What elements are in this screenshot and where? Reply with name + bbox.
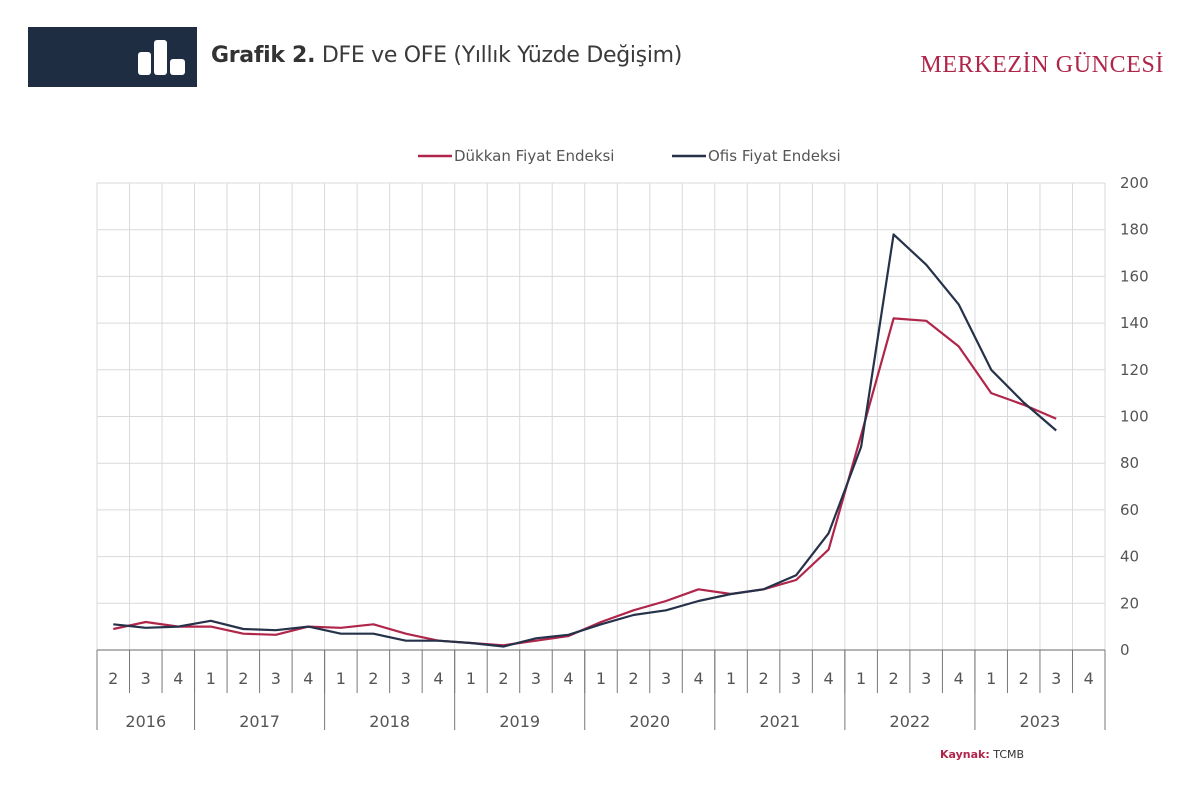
x-quarter-label: 1 bbox=[206, 669, 216, 688]
x-quarter-label: 4 bbox=[433, 669, 443, 688]
x-quarter-label: 3 bbox=[791, 669, 801, 688]
x-year-label: 2022 bbox=[890, 712, 931, 731]
y-tick-label: 160 bbox=[1120, 267, 1149, 285]
y-tick-label: 80 bbox=[1120, 454, 1139, 472]
x-quarter-label: 3 bbox=[1051, 669, 1061, 688]
source-label: Kaynak: bbox=[940, 748, 990, 761]
x-quarter-label: 4 bbox=[563, 669, 573, 688]
x-quarter-label: 2 bbox=[498, 669, 508, 688]
x-quarter-label: 4 bbox=[303, 669, 313, 688]
y-tick-label: 180 bbox=[1120, 221, 1149, 239]
y-tick-label: 20 bbox=[1120, 594, 1139, 612]
x-quarter-label: 3 bbox=[271, 669, 281, 688]
x-quarter-label: 2 bbox=[889, 669, 899, 688]
x-quarter-label: 3 bbox=[921, 669, 931, 688]
x-year-label: 2019 bbox=[499, 712, 540, 731]
x-quarter-label: 3 bbox=[661, 669, 671, 688]
y-tick-label: 140 bbox=[1120, 314, 1149, 332]
x-quarter-label: 2 bbox=[108, 669, 118, 688]
header-banner bbox=[28, 27, 197, 87]
x-quarter-label: 3 bbox=[141, 669, 151, 688]
x-quarter-label: 4 bbox=[693, 669, 703, 688]
bar-chart-icon bbox=[138, 40, 185, 75]
x-year-label: 2020 bbox=[629, 712, 670, 731]
source-value: TCMB bbox=[993, 748, 1025, 761]
x-year-label: 2016 bbox=[125, 712, 166, 731]
x-quarter-label: 1 bbox=[726, 669, 736, 688]
x-quarter-label: 1 bbox=[596, 669, 606, 688]
y-tick-label: 120 bbox=[1120, 361, 1149, 379]
source-note: Kaynak: TCMB bbox=[940, 748, 1024, 761]
x-year-label: 2018 bbox=[369, 712, 410, 731]
legend-label: Ofis Fiyat Endeksi bbox=[708, 147, 841, 165]
x-quarter-label: 3 bbox=[531, 669, 541, 688]
series-line-ofe bbox=[113, 233, 1057, 648]
x-year-label: 2023 bbox=[1020, 712, 1061, 731]
x-quarter-label: 4 bbox=[1084, 669, 1094, 688]
x-quarter-label: 2 bbox=[758, 669, 768, 688]
x-quarter-label: 2 bbox=[1019, 669, 1029, 688]
y-tick-label: 200 bbox=[1120, 174, 1149, 192]
x-year-label: 2021 bbox=[759, 712, 800, 731]
y-tick-label: 60 bbox=[1120, 501, 1139, 519]
chart-title: Grafik 2. DFE ve OFE (Yıllık Yüzde Değiş… bbox=[211, 43, 682, 68]
x-quarter-label: 4 bbox=[824, 669, 834, 688]
x-year-label: 2017 bbox=[239, 712, 280, 731]
chart-number: Grafik 2. bbox=[211, 43, 316, 68]
x-quarter-label: 1 bbox=[986, 669, 996, 688]
x-quarter-label: 2 bbox=[238, 669, 248, 688]
legend-label: Dükkan Fiyat Endeksi bbox=[454, 147, 614, 165]
x-quarter-label: 1 bbox=[466, 669, 476, 688]
x-quarter-label: 3 bbox=[401, 669, 411, 688]
x-quarter-label: 2 bbox=[368, 669, 378, 688]
chart-title-text: DFE ve OFE (Yıllık Yüzde Değişim) bbox=[315, 43, 683, 68]
y-tick-label: 0 bbox=[1120, 641, 1130, 659]
y-tick-label: 100 bbox=[1120, 408, 1149, 426]
x-quarter-label: 4 bbox=[954, 669, 964, 688]
y-tick-label: 40 bbox=[1120, 548, 1139, 566]
x-quarter-label: 1 bbox=[856, 669, 866, 688]
brand-logo: MERKEZİN GÜNCESİ bbox=[920, 52, 1164, 78]
x-quarter-label: 1 bbox=[336, 669, 346, 688]
x-quarter-label: 4 bbox=[173, 669, 183, 688]
x-quarter-label: 2 bbox=[628, 669, 638, 688]
